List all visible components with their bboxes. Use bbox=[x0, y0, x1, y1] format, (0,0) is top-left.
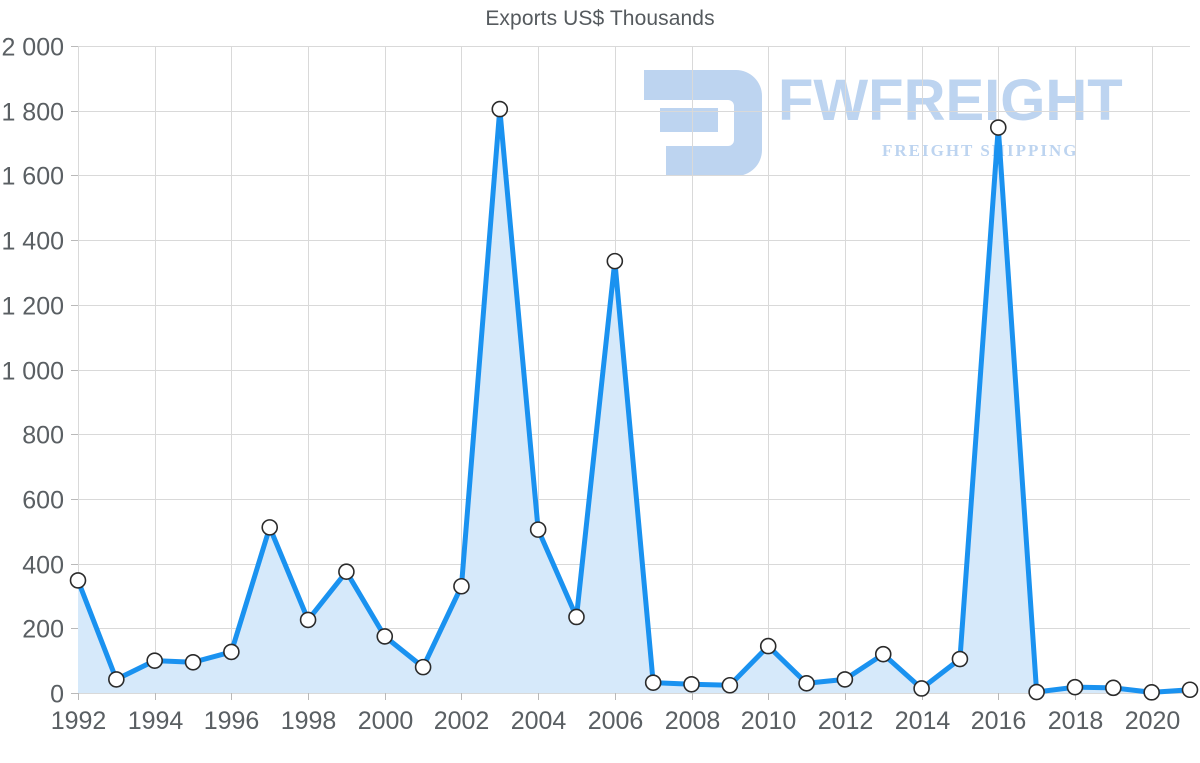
x-axis-label: 1998 bbox=[281, 707, 337, 735]
x-axis-label: 2010 bbox=[741, 707, 797, 735]
series-line bbox=[75, 106, 1193, 695]
y-axis-label: 1 800 bbox=[1, 99, 64, 127]
data-point-marker[interactable]: 2020: 2 bbox=[1143, 684, 1160, 701]
y-axis-label: 200 bbox=[22, 616, 64, 644]
y-axis-label: 400 bbox=[22, 552, 64, 580]
data-point-marker[interactable]: 2018: 18 bbox=[1066, 678, 1084, 696]
data-point-marker[interactable]: 2005: 235 bbox=[568, 608, 585, 626]
x-axis-label: 1996 bbox=[204, 707, 260, 735]
x-axis-label: 2014 bbox=[895, 707, 951, 735]
data-point-marker[interactable]: 2019: 16 bbox=[1105, 679, 1122, 697]
data-point-marker[interactable]: 1997: 512 bbox=[261, 519, 279, 536]
x-axis-label: 2000 bbox=[358, 707, 414, 735]
data-point-marker[interactable]: 2002: 330 bbox=[453, 577, 470, 595]
data-point-marker[interactable]: 1995: 95 bbox=[184, 653, 202, 671]
data-point-marker[interactable]: 2003: 1805 bbox=[491, 100, 509, 118]
y-axis-label: 2 000 bbox=[1, 34, 64, 62]
data-point-marker[interactable]: 2017: 3 bbox=[1028, 683, 1045, 701]
data-point-marker[interactable]: 2021: 10 bbox=[1181, 681, 1199, 699]
y-axis-label: 1 600 bbox=[1, 163, 64, 191]
chart-title: Exports US$ Thousands bbox=[485, 7, 715, 30]
data-point-marker[interactable]: 1999: 375 bbox=[338, 563, 355, 580]
data-point-marker[interactable]: 1994: 100 bbox=[146, 652, 163, 669]
x-axis-label: 2020 bbox=[1125, 707, 1181, 735]
data-point-marker[interactable]: 2016: 1748 bbox=[989, 119, 1007, 136]
data-point-marker[interactable]: 2010: 145 bbox=[759, 637, 777, 655]
x-axis-label: 2012 bbox=[818, 707, 874, 735]
data-point-marker[interactable]: 1996: 127 bbox=[223, 643, 240, 661]
data-point-marker[interactable]: 2000: 175 bbox=[376, 628, 394, 645]
data-point-marker[interactable]: 2004: 505 bbox=[529, 521, 547, 538]
data-point-marker[interactable]: 2012: 42 bbox=[836, 671, 854, 688]
y-axis-label: 1 200 bbox=[1, 293, 64, 321]
x-axis-label: 2016 bbox=[971, 707, 1027, 735]
data-point-marker[interactable]: 1992: 348 bbox=[69, 572, 87, 589]
x-axis-label: 2004 bbox=[511, 707, 567, 735]
y-axis-label: 0 bbox=[50, 681, 64, 709]
data-point-marker[interactable]: 2006: 1335 bbox=[606, 252, 624, 270]
series-area-fill bbox=[78, 109, 1190, 693]
x-axis-label: 2018 bbox=[1048, 707, 1104, 735]
data-point-marker[interactable]: 2015: 105 bbox=[951, 650, 969, 668]
x-axis-label: 2008 bbox=[665, 707, 721, 735]
y-axis-label: 800 bbox=[22, 422, 64, 450]
x-axis-label: 2002 bbox=[434, 707, 490, 735]
y-axis-label: 600 bbox=[22, 487, 64, 515]
data-point-marker[interactable]: 1993: 42 bbox=[108, 671, 125, 688]
x-axis-label: 1994 bbox=[128, 707, 184, 735]
y-axis-label: 1 000 bbox=[1, 358, 64, 386]
y-axis-label: 1 400 bbox=[1, 228, 64, 256]
data-point-marker[interactable]: 2008: 27 bbox=[683, 675, 700, 693]
x-axis-label: 2006 bbox=[588, 707, 644, 735]
data-point-marker[interactable]: 1998: 226 bbox=[299, 611, 317, 629]
data-point-marker[interactable]: 2007: 32 bbox=[644, 674, 662, 691]
data-point-marker[interactable]: 2009: 24 bbox=[721, 676, 739, 694]
data-point-marker[interactable]: 2013: 120 bbox=[874, 645, 892, 663]
data-point-marker[interactable]: 2014: 14 bbox=[913, 680, 930, 697]
x-axis-label: 1992 bbox=[51, 707, 107, 735]
data-point-marker[interactable]: 2011: 30 bbox=[798, 674, 815, 692]
